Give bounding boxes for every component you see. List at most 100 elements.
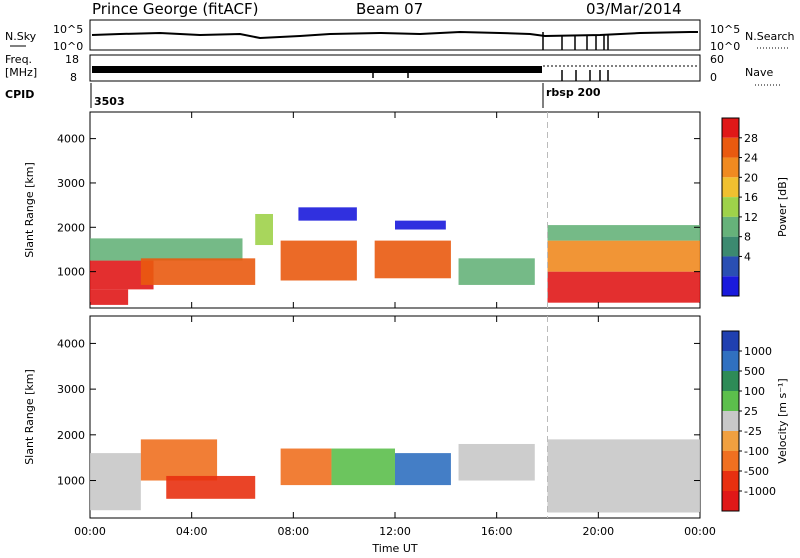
data-cell bbox=[90, 453, 141, 511]
colorbar-swatch bbox=[722, 391, 739, 411]
colorbar-tick-label: 25 bbox=[744, 405, 758, 418]
colorbar-swatch bbox=[722, 118, 739, 138]
data-cell bbox=[547, 439, 700, 513]
x-axis-title: Time UT bbox=[371, 542, 417, 554]
data-cell bbox=[331, 448, 395, 486]
x-tick-label: 08:00 bbox=[277, 525, 309, 538]
freq-label-line2: [MHz] bbox=[5, 66, 37, 79]
data-cell bbox=[90, 238, 243, 261]
nave-right-tick-top: 60 bbox=[710, 53, 724, 66]
data-cell bbox=[140, 258, 256, 285]
power-panel: 1000 2000 3000 4000 Slant Range [km] 28 24 20 16… bbox=[23, 111, 789, 309]
data-cell bbox=[458, 258, 535, 285]
y-tick-label: 2000 bbox=[57, 221, 85, 234]
y-tick-label: 3000 bbox=[57, 177, 85, 190]
colorbar-tick-label: -100 bbox=[744, 445, 769, 458]
cpid-segment-1: 3503 bbox=[94, 95, 125, 108]
colorbar-tick-label: 4 bbox=[744, 250, 751, 263]
noise-left-tick-top: 10^5 bbox=[53, 23, 83, 36]
beam-title: Beam 07 bbox=[356, 0, 423, 18]
x-tick-label: 16:00 bbox=[481, 525, 513, 538]
colorbar-tick-label: -1000 bbox=[744, 485, 776, 498]
data-cell bbox=[395, 220, 446, 230]
colorbar-tick-label: 20 bbox=[744, 171, 758, 184]
y-tick-label: 4000 bbox=[57, 337, 85, 350]
data-cell bbox=[395, 453, 451, 486]
data-cell bbox=[280, 448, 332, 486]
colorbar-tick-label: -25 bbox=[744, 425, 762, 438]
colorbar-tick-label: -500 bbox=[744, 465, 769, 478]
colorbar-tick-label: 1000 bbox=[744, 345, 772, 358]
data-cell bbox=[547, 225, 700, 241]
colorbar-swatch bbox=[722, 236, 739, 257]
colorbar-tick-label: 16 bbox=[744, 191, 758, 204]
cpid-label: CPID bbox=[5, 88, 34, 101]
y-axis-title: Slant Range [km] bbox=[23, 162, 36, 258]
data-cell bbox=[255, 213, 273, 246]
colorbar-swatch bbox=[722, 471, 739, 491]
velocity-panel: 1000 2000 3000 4000 00:00 04:00 08:00 12:00 16:0… bbox=[23, 315, 789, 538]
noise-search-label: N.Search bbox=[745, 30, 795, 43]
noise-right-tick-bottom: 10^0 bbox=[710, 40, 740, 53]
colorbar-swatch bbox=[722, 351, 739, 371]
data-cell bbox=[374, 240, 451, 279]
colorbar-tick-label: 28 bbox=[744, 132, 758, 145]
nave-right-tick-bottom: 0 bbox=[710, 71, 717, 84]
data-cell bbox=[547, 271, 700, 303]
x-tick-label: 12:00 bbox=[379, 525, 411, 538]
colorbar-swatch bbox=[722, 451, 739, 471]
colorbar-swatch bbox=[722, 491, 739, 511]
colorbar-tick-label: 8 bbox=[744, 231, 751, 244]
freq-spikes bbox=[372, 66, 609, 81]
data-cell bbox=[547, 240, 700, 272]
colorbar-swatch bbox=[722, 157, 739, 178]
colorbar-tick-label: 12 bbox=[744, 211, 758, 224]
colorbar-swatch bbox=[722, 411, 739, 431]
freq-label-line1: Freq. bbox=[5, 53, 32, 66]
data-cell bbox=[140, 439, 218, 481]
colorbar-swatch bbox=[722, 137, 739, 158]
colorbar-swatch bbox=[722, 256, 739, 277]
x-tick-label: 00:00 bbox=[74, 525, 106, 538]
x-tick-label: 20:00 bbox=[582, 525, 614, 538]
colorbar-swatch bbox=[722, 431, 739, 451]
freq-trace bbox=[92, 66, 542, 73]
y-tick-label: 4000 bbox=[57, 133, 85, 146]
colorbar-swatch bbox=[722, 331, 739, 351]
colorbar-swatch bbox=[722, 216, 739, 237]
colorbar-swatch bbox=[722, 177, 739, 198]
data-cell bbox=[90, 289, 129, 305]
y-tick-label: 3000 bbox=[57, 383, 85, 396]
freq-left-tick-bottom: 8 bbox=[70, 71, 77, 84]
freq-panel-frame bbox=[89, 54, 701, 82]
colorbar-swatch bbox=[722, 371, 739, 391]
colorbar-frame bbox=[721, 117, 740, 297]
y-tick-label: 1000 bbox=[57, 266, 85, 279]
colorbar-tick-label: 24 bbox=[744, 152, 758, 165]
freq-left-tick-top: 18 bbox=[65, 53, 79, 66]
noise-search-bars bbox=[542, 32, 609, 50]
data-cell bbox=[166, 475, 256, 499]
colorbar-title: Power [dB] bbox=[776, 177, 789, 237]
colorbar-tick-label: 100 bbox=[744, 385, 765, 398]
data-cell bbox=[458, 443, 535, 481]
cpid-segment-2: rbsp 200 bbox=[546, 86, 601, 99]
noise-sky-trace bbox=[91, 30, 698, 40]
nave-label: Nave bbox=[745, 66, 773, 79]
noise-left-tick-bottom: 10^0 bbox=[53, 40, 83, 53]
y-tick-label: 1000 bbox=[57, 475, 85, 488]
y-axis-title: Slant Range [km] bbox=[23, 369, 36, 465]
data-cell bbox=[298, 207, 357, 221]
colorbar-frame bbox=[721, 330, 740, 512]
x-tick-label: 04:00 bbox=[176, 525, 208, 538]
colorbar-swatch bbox=[722, 197, 739, 217]
data-cell bbox=[280, 240, 357, 281]
colorbar-tick-label: 500 bbox=[744, 365, 765, 378]
noise-right-tick-top: 10^5 bbox=[710, 23, 740, 36]
x-tick-label: 00:00 bbox=[684, 525, 716, 538]
noise-sky-label: N.Sky bbox=[5, 30, 37, 43]
date-title: 03/Mar/2014 bbox=[586, 0, 682, 18]
station-title: Prince George (fitACF) bbox=[92, 0, 258, 18]
y-tick-label: 2000 bbox=[57, 429, 85, 442]
